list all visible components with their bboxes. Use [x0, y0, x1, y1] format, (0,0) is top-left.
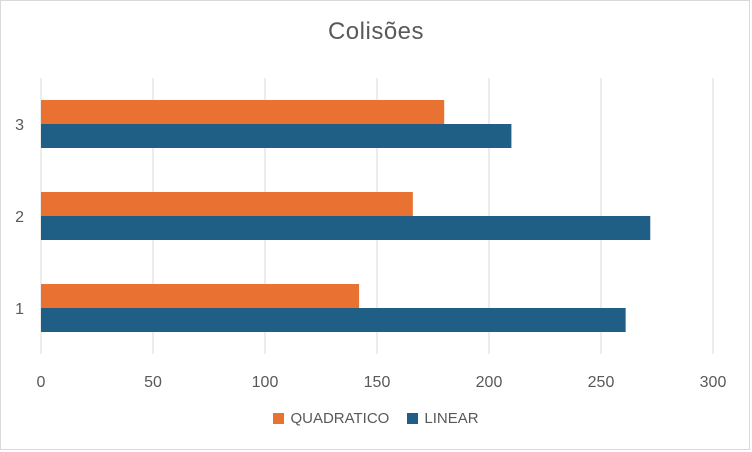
bar-linear-2 [41, 216, 651, 240]
legend-item-quadratico: QUADRATICO [273, 410, 389, 427]
bar-quadratico-2 [41, 192, 413, 216]
legend-label-quadratico: QUADRATICO [290, 410, 390, 427]
legend-item-linear: LINEAR [407, 410, 479, 427]
legend-label-linear: LINEAR [424, 410, 479, 427]
y-tick-label-3: 3 [15, 117, 24, 134]
x-tick-label-150: 150 [364, 374, 391, 391]
bar-quadratico-3 [41, 100, 445, 124]
chart-title: Colisões [327, 18, 425, 45]
legend-swatch-linear [407, 413, 419, 424]
x-tick-label-300: 300 [700, 374, 727, 391]
legend: QUADRATICO LINEAR [0, 410, 752, 427]
y-tick-label-1: 1 [15, 301, 24, 318]
legend-swatch-quadratico [273, 413, 285, 424]
bar-linear-1 [41, 308, 626, 332]
bar-quadratico-1 [41, 284, 360, 308]
x-tick-label-250: 250 [588, 374, 615, 391]
x-tick-label-100: 100 [252, 374, 279, 391]
y-tick-label-2: 2 [15, 209, 24, 226]
bar-linear-3 [41, 124, 512, 148]
x-tick-label-50: 50 [144, 374, 162, 391]
x-tick-label-0: 0 [37, 374, 46, 391]
x-tick-label-200: 200 [476, 374, 503, 391]
